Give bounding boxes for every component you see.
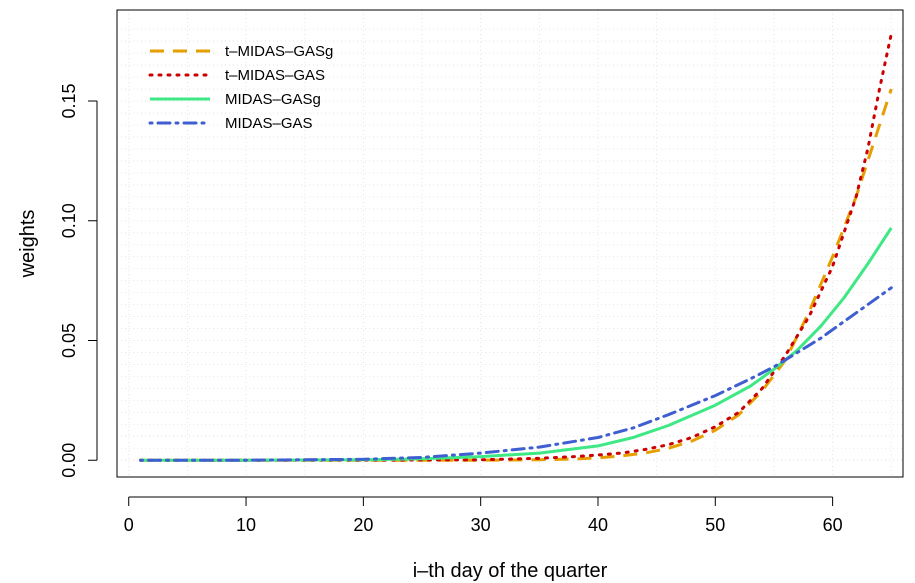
y-tick-label: 0.00	[59, 443, 79, 478]
series-line-3	[140, 227, 893, 462]
series-lines	[139, 32, 893, 462]
x-tick-label: 20	[353, 515, 373, 535]
x-tick-label: 10	[236, 515, 256, 535]
x-tick-label: 40	[588, 515, 608, 535]
plot-frame	[116, 9, 904, 478]
y-tick-label: 0.10	[59, 203, 79, 238]
series-line-1	[140, 88, 893, 462]
legend-label: t–MIDAS–GAS	[225, 67, 325, 84]
x-axis-title: i–th day of the quarter	[413, 560, 608, 582]
x-tick-label: 30	[471, 515, 491, 535]
legend-label: MIDAS–GAS	[225, 115, 313, 132]
y-tick-label: 0.05	[59, 323, 79, 358]
x-tick-label: 50	[705, 515, 725, 535]
legend: t–MIDAS–GASg t–MIDAS–GAS MIDAS–GASg MIDAS–G…	[148, 43, 333, 132]
x-tick-label: 60	[823, 515, 843, 535]
legend-label: t–MIDAS–GASg	[225, 43, 333, 60]
legend-label: MIDAS–GASg	[225, 91, 321, 108]
x-axis: 0 10 20 30 40 50 60	[124, 496, 843, 535]
x-tick-label: 0	[124, 515, 134, 535]
grid	[117, 10, 903, 477]
y-axis-title: weights	[17, 210, 39, 279]
series-line-4	[139, 286, 893, 462]
series-line-2	[139, 32, 893, 462]
y-axis: 0.00 0.05 0.10 0.15	[59, 83, 98, 478]
y-tick-label: 0.15	[59, 83, 79, 118]
